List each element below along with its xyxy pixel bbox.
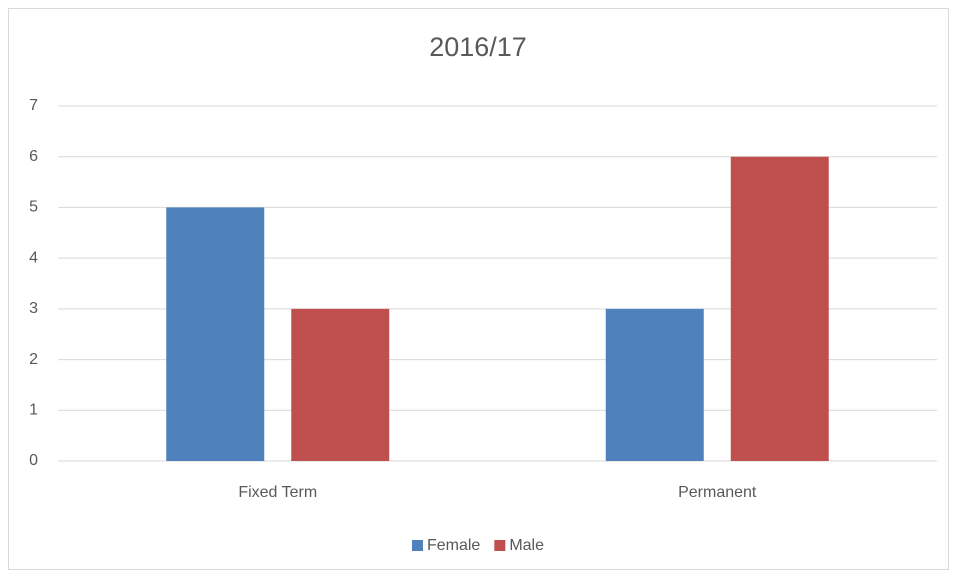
bar [291, 308, 390, 461]
bar [730, 156, 829, 461]
bar [605, 308, 704, 461]
y-tick-label: 3 [29, 300, 38, 317]
y-tick-label: 6 [29, 148, 38, 165]
x-tick-label: Permanent [678, 484, 757, 501]
legend-label: Female [427, 537, 480, 554]
legend-label: Male [509, 537, 544, 554]
y-tick-label: 2 [29, 351, 38, 368]
y-tick-label: 4 [29, 249, 38, 266]
legend-swatch [411, 540, 423, 551]
bar [166, 207, 265, 461]
y-tick-label: 0 [29, 452, 38, 469]
legend-swatch [494, 540, 506, 551]
y-tick-label: 7 [29, 97, 38, 114]
y-tick-label: 1 [29, 402, 38, 419]
chart-title: 2016/17 [429, 32, 527, 62]
y-tick-label: 5 [29, 199, 38, 216]
x-tick-label: Fixed Term [238, 484, 317, 501]
